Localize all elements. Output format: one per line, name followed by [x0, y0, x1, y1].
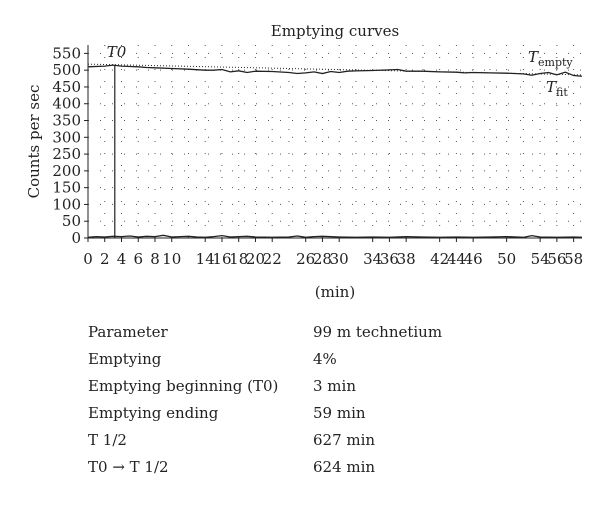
x-tick-label: 6 [133, 250, 143, 268]
parameter-name: Emptying [88, 349, 162, 368]
x-tick-label: 4 [117, 250, 127, 268]
y-tick-label: 350 [52, 112, 81, 130]
t0-label: T0 [107, 43, 127, 61]
parameter-value: 4% [313, 349, 337, 368]
parameter-row: Emptying beginning (T0) 3 min [88, 372, 442, 399]
x-axis-label: (min) [315, 283, 355, 301]
x-tick-label: 30 [330, 250, 349, 268]
parameter-table: Parameter 99 m technetium Emptying 4% Emptyi… [88, 318, 442, 480]
y-axis-label: Counts per sec [25, 85, 43, 199]
x-tick-label: 8 [150, 250, 160, 268]
parameter-row: Parameter 99 m technetium [88, 318, 442, 345]
x-tick-label: 2 [100, 250, 110, 268]
t-empty-label: Tempty [528, 48, 573, 69]
y-tick-label: 500 [52, 61, 81, 79]
chart-title: Emptying curves [271, 22, 399, 40]
parameter-row: T 1/2 627 min [88, 426, 442, 453]
x-tick-label: 0 [83, 250, 93, 268]
parameter-name: Emptying ending [88, 403, 219, 422]
parameter-value: 99 m technetium [313, 322, 443, 341]
x-tick-label: 44 [447, 250, 466, 268]
parameter-value: 627 min [313, 430, 376, 449]
parameter-row: T0 → T 1/2 624 min [88, 453, 442, 480]
x-tick-label: 58 [564, 250, 583, 268]
series-line-t-empty [87, 64, 583, 77]
x-tick-label: 42 [430, 250, 449, 268]
x-tick-label: 50 [497, 250, 516, 268]
x-tick-label: 22 [263, 250, 282, 268]
y-tick-label: 250 [52, 145, 81, 163]
y-tick-label: 450 [52, 78, 81, 96]
series-line-background [87, 234, 583, 238]
parameter-value: 3 min [313, 376, 356, 395]
parameter-name: Emptying beginning (T0) [88, 376, 279, 395]
x-tick-label: 14 [196, 250, 215, 268]
y-tick-label: 100 [52, 195, 81, 213]
x-tick-label: 16 [212, 250, 231, 268]
x-tick-label: 54 [531, 250, 550, 268]
x-tick-label: 56 [547, 250, 566, 268]
y-tick-label: 200 [52, 162, 81, 180]
x-tick-label: 26 [296, 250, 315, 268]
y-tick-label: 150 [52, 179, 81, 197]
parameter-name: T0 → T 1/2 [88, 457, 169, 476]
parameter-row: Emptying 4% [88, 345, 442, 372]
x-tick-label: 46 [464, 250, 483, 268]
y-tick-label: 400 [52, 95, 81, 113]
x-tick-label: 34 [363, 250, 382, 268]
y-tick-label: 550 [52, 44, 81, 62]
x-tick-label: 10 [162, 250, 181, 268]
parameter-name: T 1/2 [88, 430, 127, 449]
x-tick-label: 28 [313, 250, 332, 268]
y-tick-label: 50 [62, 212, 81, 230]
parameter-value: 59 min [313, 403, 366, 422]
parameter-value: 624 min [313, 457, 376, 476]
series-line-t-fit [87, 63, 583, 76]
x-tick-label: 20 [246, 250, 265, 268]
x-tick-label: 36 [380, 250, 399, 268]
y-tick-label: 0 [71, 229, 81, 247]
x-tick-label: 18 [229, 250, 248, 268]
parameter-name: Parameter [88, 322, 168, 341]
x-tick-label: 38 [397, 250, 416, 268]
y-tick-label: 300 [52, 128, 81, 146]
parameter-row: Emptying ending 59 min [88, 399, 442, 426]
